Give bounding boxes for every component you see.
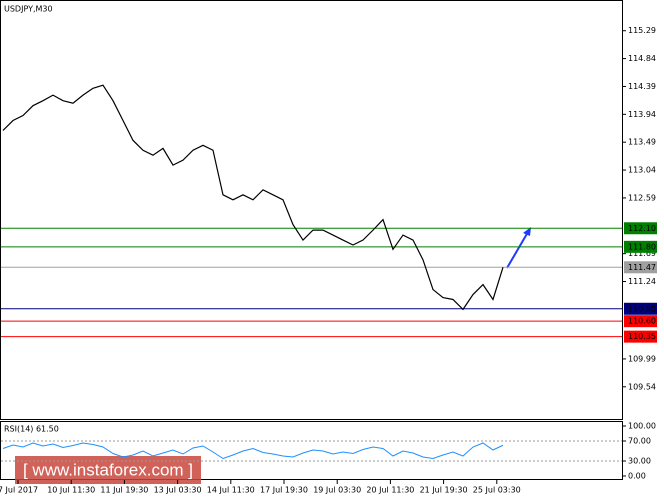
level-label: 111.47 <box>628 263 656 272</box>
x-tick-label: 7 Jul 2017 <box>0 486 38 495</box>
x-tick-label: 13 Jul 03:30 <box>154 486 202 495</box>
y-tick-label: 114.39 <box>628 82 656 91</box>
level-label: 110.60 <box>628 317 656 326</box>
y-tick-label: 113.04 <box>628 166 656 175</box>
level-label: 111.80 <box>628 242 656 251</box>
level-box <box>624 240 657 253</box>
rsi-tick-label: 0.00 <box>628 472 646 481</box>
arrow-head <box>523 227 531 236</box>
y-tick-label: 115.29 <box>628 26 656 35</box>
rsi-tick-label: 100.00 <box>628 422 656 431</box>
level-box <box>624 261 657 274</box>
level-box <box>624 222 657 235</box>
y-tick-label: 109.54 <box>628 382 656 391</box>
y-tick-label: 113.49 <box>628 138 656 147</box>
rsi-line <box>2 442 504 460</box>
level-label: 112.10 <box>628 224 656 233</box>
level-label: 110.35 <box>628 332 656 341</box>
chart-title: USDJPY,M30 <box>4 5 53 14</box>
x-tick-label: 25 Jul 03:30 <box>473 486 521 495</box>
level-box <box>624 315 657 328</box>
rsi-tick-label: 70.00 <box>628 437 651 446</box>
y-tick-label: 113.94 <box>628 110 656 119</box>
level-box <box>624 302 657 315</box>
level-label: 110.80 <box>628 304 656 313</box>
level-box <box>624 330 657 343</box>
watermark: [ www.instaforex.com ] <box>23 460 193 479</box>
x-tick-label: 17 Jul 19:30 <box>260 486 308 495</box>
rsi-tick-label: 30.00 <box>628 457 651 466</box>
y-tick-label: 109.99 <box>628 354 656 363</box>
rsi-panel <box>0 421 623 480</box>
x-tick-label: 10 Jul 11:30 <box>47 486 95 495</box>
y-tick-label: 114.84 <box>628 54 656 63</box>
y-tick-label: 111.69 <box>628 249 656 258</box>
x-tick-label: 11 Jul 19:30 <box>100 486 148 495</box>
y-tick-label: 111.24 <box>628 277 656 286</box>
y-tick-label: 112.59 <box>628 193 656 202</box>
x-tick-label: 19 Jul 03:30 <box>313 486 361 495</box>
rsi-title: RSI(14) 61.50 <box>4 425 59 434</box>
price-line <box>2 84 504 311</box>
x-tick-label: 21 Jul 19:30 <box>420 486 468 495</box>
x-tick-label: 14 Jul 11:30 <box>207 486 255 495</box>
price-panel <box>0 0 623 420</box>
forecast-arrow <box>506 231 529 269</box>
x-tick-label: 20 Jul 11:30 <box>366 486 414 495</box>
